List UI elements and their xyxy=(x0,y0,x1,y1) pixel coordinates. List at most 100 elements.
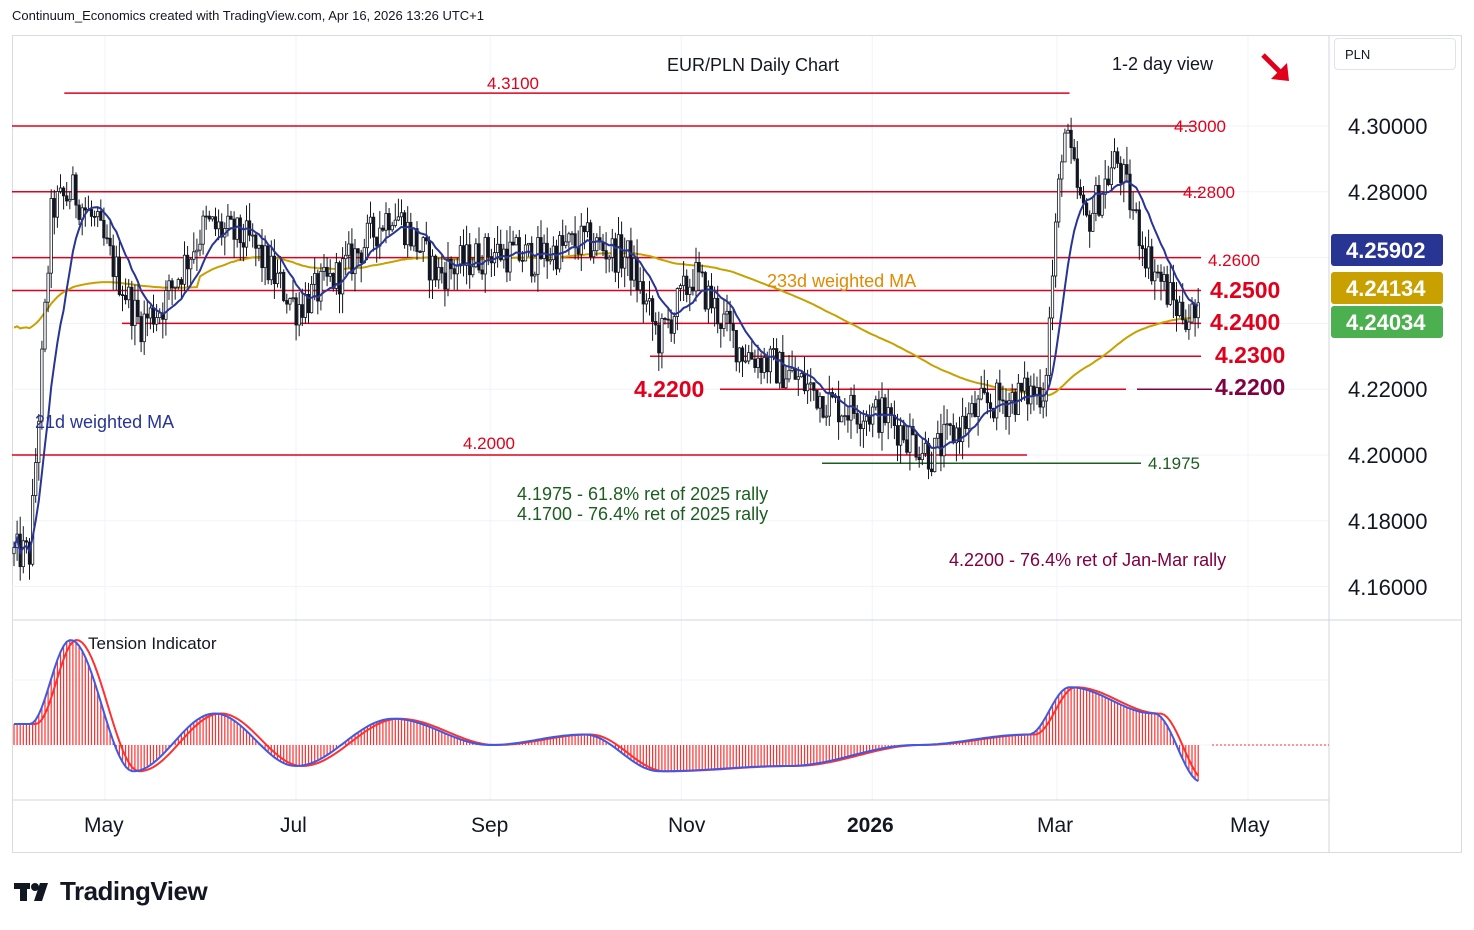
candle-body xyxy=(446,258,450,290)
candle-body xyxy=(344,254,348,260)
candle-body xyxy=(58,187,63,192)
candle-body xyxy=(954,427,959,444)
time-axis[interactable]: May Jul Sep Nov 2026 Mar May xyxy=(84,814,1270,837)
candle-body xyxy=(399,212,404,218)
candle-body xyxy=(545,242,549,262)
candle-body xyxy=(806,383,810,392)
candle-body xyxy=(216,221,221,230)
candle-body xyxy=(229,215,233,220)
candle-body xyxy=(316,273,320,302)
candle-body xyxy=(985,392,990,404)
candle-body xyxy=(930,468,934,473)
candle-body xyxy=(375,236,379,247)
candle-body xyxy=(1063,132,1067,163)
candle-body xyxy=(415,228,419,252)
candle-body xyxy=(89,209,94,217)
candle-body xyxy=(1181,301,1185,321)
candle-body xyxy=(694,262,698,292)
candle-body xyxy=(99,211,103,221)
candle-body xyxy=(71,174,75,200)
candle-body xyxy=(638,281,642,291)
candle-body xyxy=(570,233,574,236)
candle-body xyxy=(148,307,152,319)
level-label-4-1975: 4.1975 xyxy=(1148,454,1200,473)
candle-body xyxy=(846,415,850,421)
candle-body xyxy=(883,397,887,424)
candle-body xyxy=(620,234,624,269)
candle-body xyxy=(40,348,44,422)
candle-body xyxy=(778,351,782,384)
candle-body xyxy=(120,294,125,297)
x-tick-label: May xyxy=(84,814,124,837)
level-label-4-2200-purple: 4.2200 xyxy=(1215,374,1285,400)
candle-body xyxy=(49,198,53,274)
ma233-price-badge: 4.24134 xyxy=(1331,272,1443,304)
candle-body xyxy=(926,442,931,470)
candle-body xyxy=(337,262,342,295)
candle-body xyxy=(1128,173,1132,211)
candle-body xyxy=(1184,319,1188,330)
candle-body xyxy=(173,286,177,289)
candle-body xyxy=(1168,282,1172,305)
candle-body xyxy=(347,243,351,256)
x-tick-label: Mar xyxy=(1037,814,1073,837)
x-tick-label: Sep xyxy=(471,814,508,837)
candle-body xyxy=(517,237,521,261)
candle-body xyxy=(840,415,844,423)
candle-body xyxy=(747,352,751,362)
candle-body xyxy=(781,351,785,389)
candle-body xyxy=(1187,321,1191,330)
candle-body xyxy=(1038,387,1042,408)
candle-body xyxy=(1066,129,1070,134)
candle-body xyxy=(706,285,711,310)
currency-label[interactable]: PLN xyxy=(1334,38,1456,70)
candle-body xyxy=(396,216,401,221)
candle-body xyxy=(195,249,199,253)
candle-body xyxy=(1193,303,1197,319)
candle-body xyxy=(477,243,481,271)
view-label: 1-2 day view xyxy=(1112,54,1214,74)
tension-panel xyxy=(13,638,1329,782)
candle-body xyxy=(1078,187,1082,196)
candle-body xyxy=(12,547,16,555)
candle-body xyxy=(675,288,680,317)
candle-body xyxy=(874,399,878,408)
ma233-path xyxy=(13,251,1199,397)
candle-body xyxy=(536,237,540,275)
candle-body xyxy=(111,245,115,277)
candle-body xyxy=(1100,193,1104,216)
candle-body xyxy=(905,439,909,453)
candle-body xyxy=(145,313,149,319)
candle-body xyxy=(306,294,311,314)
candle-body xyxy=(1041,400,1045,408)
candle-body xyxy=(108,237,112,247)
x-tick-label: May xyxy=(1230,814,1270,837)
candle-body xyxy=(917,456,921,461)
candle-body xyxy=(582,225,587,233)
ma233-label: 233d weighted MA xyxy=(767,271,916,291)
candle-body xyxy=(210,216,214,220)
candle-body xyxy=(1159,271,1163,282)
candle-body xyxy=(468,244,472,276)
candle-body xyxy=(1001,399,1005,402)
candle-body xyxy=(1125,164,1129,175)
candle-body xyxy=(55,191,60,218)
candle-body xyxy=(992,408,996,419)
candle-body xyxy=(644,300,649,305)
candle-body xyxy=(654,321,658,326)
candle-body xyxy=(669,319,673,334)
candle-body xyxy=(858,423,862,430)
candle-body xyxy=(505,248,509,273)
level-label-4-2000: 4.2000 xyxy=(463,434,515,453)
candle-body xyxy=(1150,246,1154,282)
candle-body xyxy=(868,415,872,425)
tradingview-logo[interactable]: TradingView xyxy=(14,876,208,907)
candle-body xyxy=(948,423,952,426)
candle-body xyxy=(130,286,134,326)
price-axis[interactable]: 4.30000 4.28000 4.22000 4.20000 4.18000 … xyxy=(1348,114,1428,600)
candle-body xyxy=(1085,202,1089,216)
candle-body xyxy=(142,313,146,343)
candle-body xyxy=(427,240,432,281)
candle-body xyxy=(136,299,140,317)
